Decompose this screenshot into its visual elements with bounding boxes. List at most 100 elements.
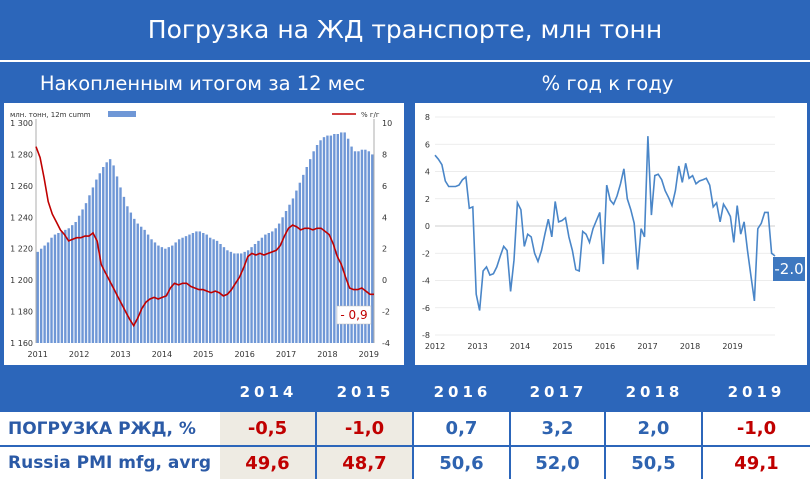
bar	[167, 247, 170, 343]
right-y-tick-label: 8	[382, 150, 387, 159]
x-tick-label: 2012	[425, 342, 445, 351]
left-y-tick-label: 1 160	[10, 339, 33, 348]
bar	[315, 145, 319, 343]
table-cell: 50,6	[414, 447, 509, 479]
bar	[129, 212, 133, 343]
bar	[319, 140, 322, 343]
bar	[257, 240, 260, 343]
bar	[253, 244, 257, 343]
x-tick-label: 2015	[193, 350, 213, 359]
table-cell: 2,0	[606, 412, 701, 445]
right-y-tick-label: 0	[382, 276, 387, 285]
table-cell: 52,0	[511, 447, 604, 479]
y-tick-label: -6	[422, 304, 430, 313]
bar	[240, 253, 243, 343]
left-y-tick-label: 1 240	[10, 213, 33, 222]
bar	[202, 233, 205, 343]
x-tick-label: 2018	[680, 342, 700, 351]
left-y-tick-label: 1 200	[10, 276, 33, 285]
y-tick-label: -8	[422, 331, 430, 340]
bar	[260, 237, 264, 343]
bar	[288, 204, 291, 343]
bar	[102, 167, 105, 343]
bar	[77, 215, 81, 343]
table-cell: -1,0	[317, 412, 412, 445]
yoy-blue-line	[434, 136, 776, 311]
left-y-tick-label: 1 280	[10, 150, 33, 159]
right-y-tick-label: -2	[382, 308, 390, 317]
bar	[57, 233, 60, 343]
row-label: Russia PMI mfg, avrg	[0, 447, 220, 479]
bar	[312, 151, 315, 343]
bar	[157, 245, 160, 343]
bar	[208, 237, 212, 343]
y-tick-label: -2	[422, 249, 430, 258]
bar	[160, 247, 164, 343]
bar	[364, 149, 367, 343]
bar	[181, 237, 184, 343]
bar	[277, 223, 281, 343]
left-y-tick-label: 1 260	[10, 182, 33, 191]
bar	[60, 231, 64, 343]
x-tick-label: 2013	[467, 342, 487, 351]
bar	[119, 187, 122, 343]
bar	[236, 253, 239, 343]
bar	[53, 234, 57, 343]
y-tick-label: 8	[425, 113, 430, 122]
bar	[233, 253, 236, 343]
right-panel-title: % год к году	[541, 72, 674, 95]
table-cell: 49,6	[220, 447, 315, 479]
bar	[205, 234, 208, 343]
bar	[177, 239, 181, 343]
bar	[371, 154, 374, 343]
table-cell: 3,2	[511, 412, 604, 445]
bar	[333, 134, 336, 343]
bar	[305, 167, 308, 343]
bar	[139, 226, 143, 343]
bar	[84, 203, 88, 343]
right-y-tick-label: 6	[382, 182, 387, 191]
x-tick-label: 2015	[552, 342, 572, 351]
y-tick-label: -4	[422, 277, 430, 286]
bar	[95, 179, 98, 343]
legend-line-label: % г/г	[361, 111, 380, 119]
year-header: 2017	[529, 383, 588, 401]
bar	[184, 236, 188, 343]
x-tick-label: 2019	[359, 350, 379, 359]
bar	[108, 159, 112, 343]
y-tick-label: 6	[425, 140, 430, 149]
bar	[326, 135, 329, 343]
bar	[284, 211, 288, 343]
bar	[43, 245, 46, 343]
right-y-tick-label: 2	[382, 245, 387, 254]
y-tick-label: 4	[425, 168, 430, 177]
cumulative-bar-chart: 1 300 1 280 1 260 1 240 1 220 1 200 1 180 1 160…	[10, 111, 392, 359]
bar	[88, 195, 91, 343]
left-y-tick-label: 1 300	[10, 119, 33, 128]
bar	[322, 137, 326, 343]
y-tick-label: 0	[425, 222, 430, 231]
bar	[143, 229, 146, 343]
row-label: ПОГРУЗКА РЖД, %	[0, 412, 220, 445]
right-y-tick-label: 10	[382, 119, 392, 128]
bar	[274, 228, 277, 343]
bar	[336, 134, 339, 343]
bar	[36, 251, 39, 343]
x-tick-label: 2019	[722, 342, 742, 351]
slide-title: Погрузка на ЖД транспорте, млн тонн	[147, 15, 663, 44]
bar	[291, 198, 295, 343]
legend-bars-swatch	[108, 111, 136, 117]
bar	[343, 132, 346, 343]
bar	[198, 231, 202, 343]
x-tick-label: 2016	[595, 342, 615, 351]
bar	[115, 176, 119, 343]
year-header: 2016	[433, 383, 492, 401]
table-row-rzd: ПОГРУЗКА РЖД, % -0,5 -1,0 0,7 3,2 2,0 -1…	[0, 412, 810, 445]
x-tick-label: 2016	[234, 350, 254, 359]
bar	[50, 237, 53, 343]
left-y-tick-label: 1 220	[10, 245, 33, 254]
bar	[39, 248, 43, 343]
bar	[350, 146, 353, 343]
bar	[64, 229, 67, 343]
annotation-label: - 0,9	[340, 308, 367, 322]
